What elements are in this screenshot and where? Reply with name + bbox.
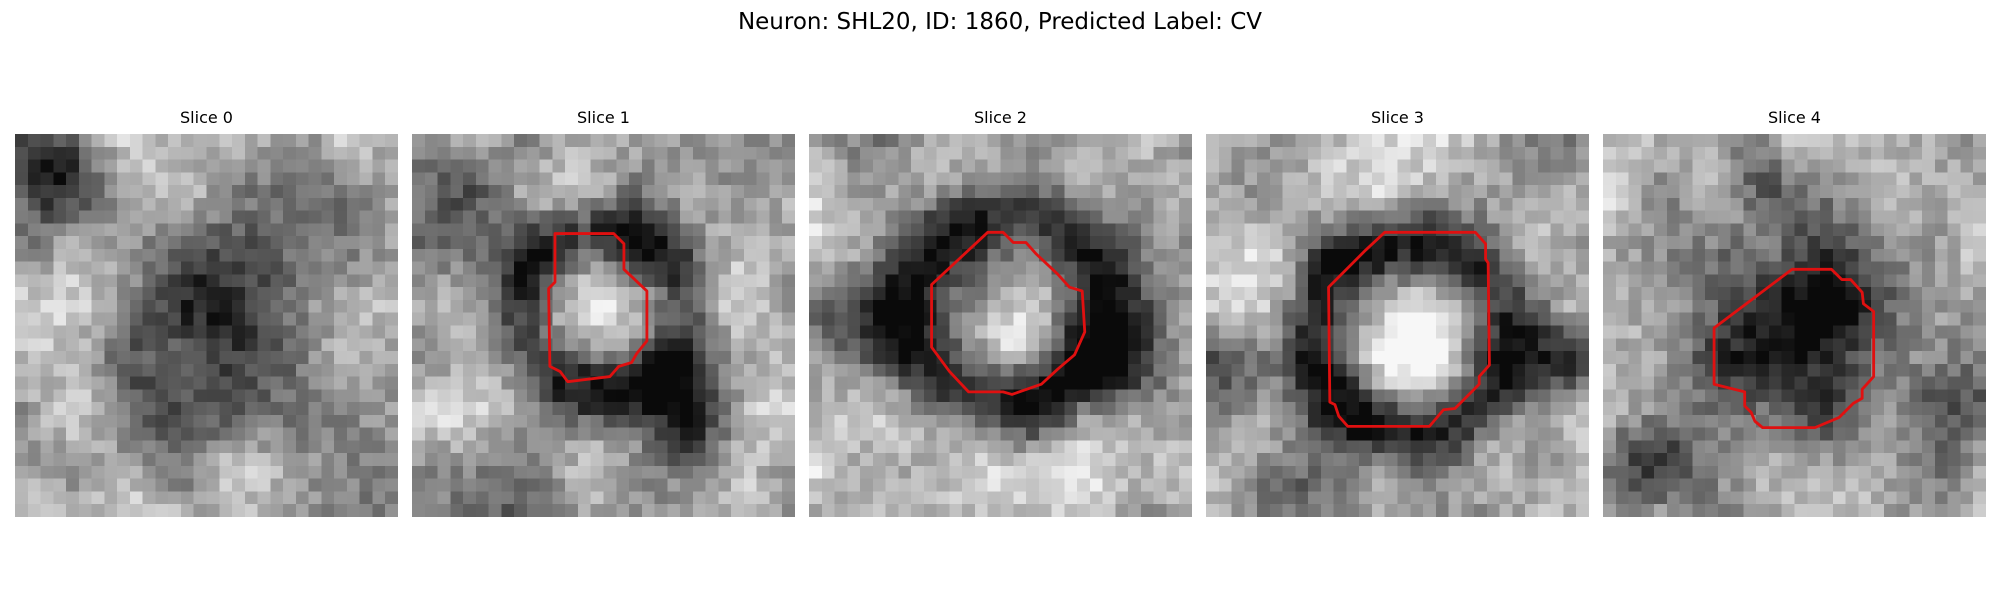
segmentation-contour-4 xyxy=(1712,267,1876,430)
slice-panel-0: Slice 0 xyxy=(15,108,398,517)
slice-panel-4: Slice 4 xyxy=(1603,108,1986,517)
slice-title-3: Slice 3 xyxy=(1371,108,1424,127)
slice-panel-1: Slice 1 xyxy=(412,108,795,517)
slice-title-0: Slice 0 xyxy=(180,108,233,127)
slice-title-1: Slice 1 xyxy=(577,108,630,127)
slice-panel-3: Slice 3 xyxy=(1206,108,1589,517)
segmentation-contour-3 xyxy=(1327,230,1491,428)
slice-image-2 xyxy=(809,134,1192,517)
slice-image-4 xyxy=(1603,134,1986,517)
slice-title-2: Slice 2 xyxy=(974,108,1027,127)
slice-image-1 xyxy=(412,134,795,517)
segmentation-contour-1 xyxy=(547,232,649,384)
figure-title: Neuron: SHL20, ID: 1860, Predicted Label… xyxy=(737,9,1263,35)
slice-title-4: Slice 4 xyxy=(1768,108,1821,127)
slice-image-0 xyxy=(15,134,398,517)
segmentation-contour-2 xyxy=(930,230,1087,396)
slice-panel-2: Slice 2 xyxy=(809,108,1192,517)
slice-image-3 xyxy=(1206,134,1589,517)
